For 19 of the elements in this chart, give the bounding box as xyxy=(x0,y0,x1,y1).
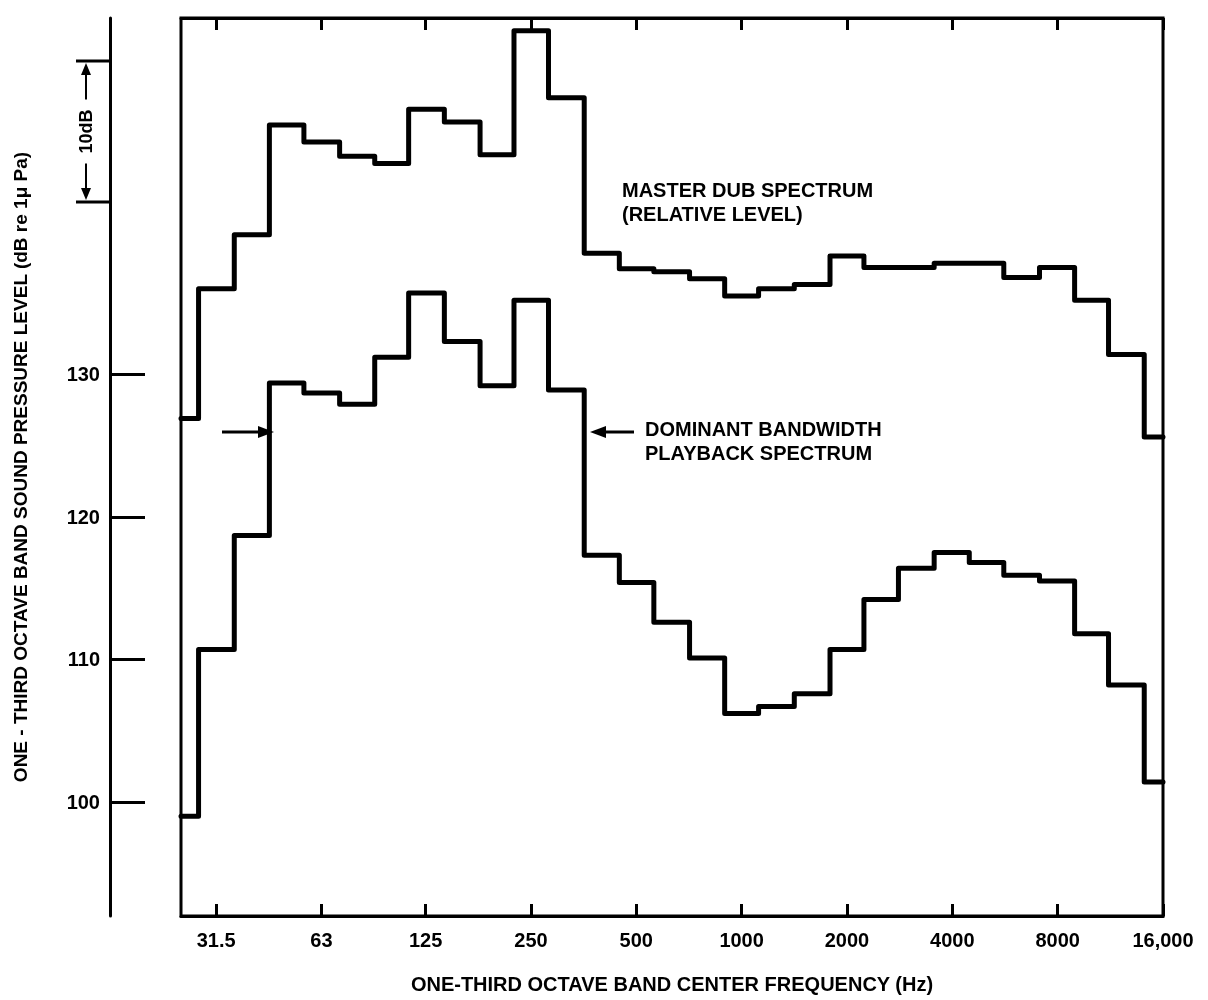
x-tick-label: 63 xyxy=(310,929,333,951)
x-tick-label: 1000 xyxy=(719,929,764,951)
x-tick-label: 250 xyxy=(514,929,548,951)
y-tick-label: 130 xyxy=(66,363,100,386)
x-tick-label: 16,000 xyxy=(1132,929,1194,951)
x-tick-label: 2000 xyxy=(824,929,870,951)
y-axis-title: ONE - THIRD OCTAVE BAND SOUND PRESSURE LEVEL (dB re 1μ Pa) xyxy=(10,151,31,783)
x-tick-label: 31.5 xyxy=(196,929,236,951)
text: 10dB xyxy=(76,109,96,154)
x-tick-label: 125 xyxy=(408,929,443,951)
y-tick-label: 110 xyxy=(67,648,100,671)
series-label: MASTER DUB SPECTRUM (RELATIVE LEVEL) xyxy=(622,179,879,225)
x-tick-label: 8000 xyxy=(1035,929,1080,951)
x-axis-title: ONE-THIRD OCTAVE BAND CENTER FREQUENCY (Hz) xyxy=(410,973,934,995)
y-tick-label: 100 xyxy=(66,790,100,813)
legend-label: DOMINANT BANDWIDTH PLAYBACK SPECTRUM xyxy=(645,418,888,464)
y-tick-label: 120 xyxy=(66,505,100,528)
x-tick-label: 500 xyxy=(619,929,653,951)
x-tick-label: 4000 xyxy=(930,929,975,951)
